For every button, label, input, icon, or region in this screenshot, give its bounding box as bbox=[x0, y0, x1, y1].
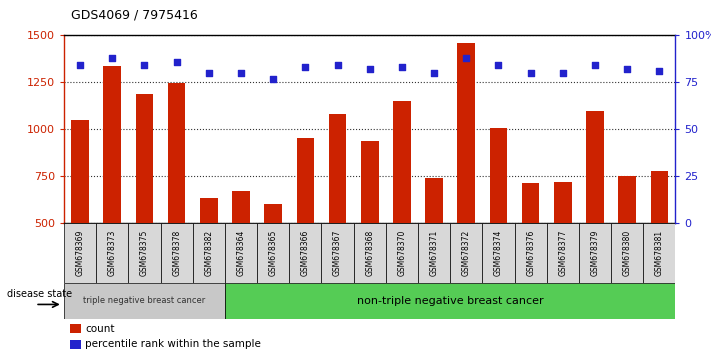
Bar bbox=[611, 223, 643, 283]
Bar bbox=[129, 223, 161, 283]
Point bbox=[525, 70, 536, 76]
Bar bbox=[450, 223, 482, 283]
Bar bbox=[579, 223, 611, 283]
Point bbox=[429, 70, 440, 76]
Text: GDS4069 / 7975416: GDS4069 / 7975416 bbox=[71, 8, 198, 21]
Point bbox=[139, 63, 150, 68]
Bar bbox=[264, 204, 282, 317]
Text: GSM678365: GSM678365 bbox=[269, 230, 278, 276]
Bar bbox=[425, 178, 443, 317]
Bar bbox=[70, 324, 81, 333]
Text: GSM678380: GSM678380 bbox=[623, 230, 631, 276]
Text: GSM678364: GSM678364 bbox=[237, 230, 245, 276]
Text: GSM678372: GSM678372 bbox=[461, 230, 471, 276]
Point bbox=[171, 59, 182, 64]
Text: GSM678374: GSM678374 bbox=[494, 230, 503, 276]
Bar bbox=[547, 223, 579, 283]
Bar bbox=[64, 223, 96, 283]
Text: GSM678369: GSM678369 bbox=[75, 230, 85, 276]
Point bbox=[203, 70, 215, 76]
Bar bbox=[289, 223, 321, 283]
Point bbox=[653, 68, 665, 74]
Bar bbox=[522, 183, 540, 317]
Bar bbox=[168, 83, 186, 317]
Text: GSM678366: GSM678366 bbox=[301, 230, 310, 276]
Text: GSM678379: GSM678379 bbox=[591, 230, 599, 276]
Text: disease state: disease state bbox=[7, 289, 73, 299]
Bar bbox=[161, 223, 193, 283]
Point bbox=[332, 63, 343, 68]
Text: GSM678375: GSM678375 bbox=[140, 230, 149, 276]
Bar bbox=[71, 120, 89, 317]
Text: percentile rank within the sample: percentile rank within the sample bbox=[85, 339, 261, 349]
Text: GSM678376: GSM678376 bbox=[526, 230, 535, 276]
Text: count: count bbox=[85, 324, 115, 333]
Point bbox=[589, 63, 601, 68]
Text: GSM678378: GSM678378 bbox=[172, 230, 181, 276]
Bar bbox=[257, 223, 289, 283]
Point bbox=[557, 70, 569, 76]
Bar bbox=[386, 223, 418, 283]
Point bbox=[235, 70, 247, 76]
Bar bbox=[515, 223, 547, 283]
Bar bbox=[393, 101, 411, 317]
Point bbox=[461, 55, 472, 61]
Bar bbox=[103, 66, 121, 317]
Text: GSM678367: GSM678367 bbox=[333, 230, 342, 276]
Text: GSM678370: GSM678370 bbox=[397, 230, 407, 276]
Bar bbox=[225, 283, 675, 319]
Text: GSM678382: GSM678382 bbox=[204, 230, 213, 276]
Point bbox=[493, 63, 504, 68]
Text: non-triple negative breast cancer: non-triple negative breast cancer bbox=[357, 296, 543, 306]
Bar bbox=[457, 43, 475, 317]
Bar bbox=[64, 283, 225, 319]
Bar bbox=[70, 340, 81, 349]
Bar bbox=[361, 141, 378, 317]
Bar bbox=[328, 114, 346, 317]
Text: GSM678371: GSM678371 bbox=[429, 230, 439, 276]
Bar bbox=[232, 191, 250, 317]
Bar bbox=[651, 171, 668, 317]
Point bbox=[299, 64, 311, 70]
Bar bbox=[321, 223, 353, 283]
Point bbox=[267, 76, 279, 81]
Bar bbox=[586, 112, 604, 317]
Point bbox=[75, 63, 86, 68]
Bar bbox=[136, 93, 154, 317]
Text: triple negative breast cancer: triple negative breast cancer bbox=[83, 296, 205, 306]
Bar bbox=[353, 223, 386, 283]
Bar bbox=[96, 223, 129, 283]
Point bbox=[396, 64, 407, 70]
Bar bbox=[482, 223, 515, 283]
Point bbox=[364, 66, 375, 72]
Point bbox=[621, 66, 633, 72]
Bar bbox=[619, 176, 636, 317]
Bar bbox=[225, 223, 257, 283]
Text: GSM678377: GSM678377 bbox=[558, 230, 567, 276]
Text: GSM678381: GSM678381 bbox=[655, 230, 664, 276]
Point bbox=[107, 55, 118, 61]
Bar bbox=[193, 223, 225, 283]
Text: GSM678373: GSM678373 bbox=[108, 230, 117, 276]
Bar bbox=[490, 128, 507, 317]
Bar bbox=[643, 223, 675, 283]
Bar bbox=[418, 223, 450, 283]
Bar bbox=[296, 138, 314, 317]
Bar bbox=[554, 182, 572, 317]
Bar bbox=[200, 198, 218, 317]
Text: GSM678368: GSM678368 bbox=[365, 230, 374, 276]
